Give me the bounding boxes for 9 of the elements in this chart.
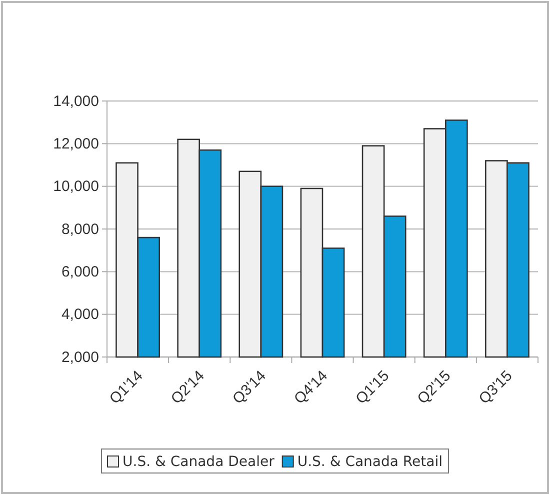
y-tick-label: 6,000 <box>61 263 99 280</box>
y-tick-label: 10,000 <box>53 178 99 196</box>
y-tick-label: 12,000 <box>53 135 99 152</box>
y-tick-label: 8,000 <box>61 220 99 238</box>
y-tick-label: 4,000 <box>61 306 99 324</box>
y-tick-label: 2,000 <box>61 348 99 366</box>
legend-label: U.S. & Canada Retail <box>297 454 442 470</box>
legend-label: U.S. & Canada Dealer <box>122 454 275 470</box>
y-tick-label: 14,000 <box>53 92 99 110</box>
